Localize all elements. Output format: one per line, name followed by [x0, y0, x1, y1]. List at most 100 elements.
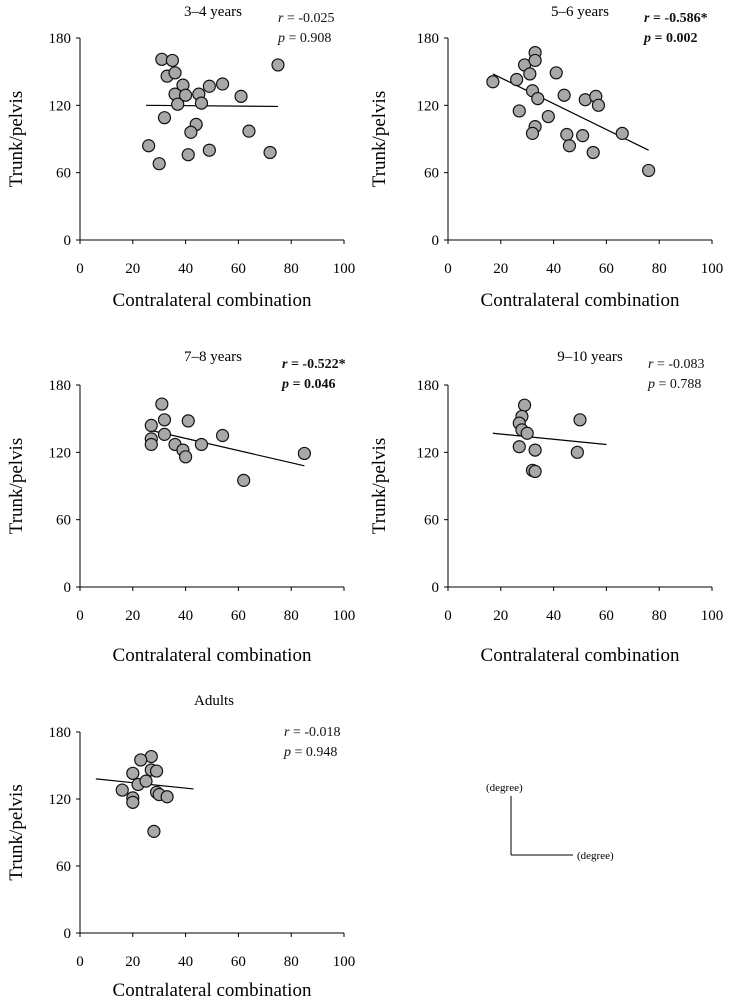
y-tick-label: 0: [432, 233, 440, 249]
data-point: [142, 139, 156, 153]
data-point: [194, 96, 209, 110]
trend-line: [492, 432, 607, 446]
p-symbol: p: [277, 31, 285, 46]
data-point: [160, 790, 174, 804]
y-tick-label: 180: [417, 378, 440, 394]
data-point: [242, 124, 256, 138]
y-tick-label: 0: [64, 926, 72, 942]
x-tick-label: 20: [125, 954, 140, 970]
data-point: [139, 774, 153, 788]
y-tick-label: 180: [49, 378, 72, 394]
data-point: [560, 127, 574, 142]
unit-legend: (degree) (degree): [486, 782, 614, 862]
data-point: [157, 413, 172, 427]
x-tick-label: 100: [701, 261, 724, 277]
p-symbol: p: [647, 377, 655, 392]
x-axis-title: Contralateral combination: [481, 290, 680, 311]
data-point: [486, 75, 500, 89]
data-point: [171, 97, 185, 111]
r-value: = -0.083: [653, 357, 704, 372]
p-value: = 0.002: [651, 31, 697, 46]
chart-title: Adults: [194, 693, 234, 709]
chart-panel: 0 60 120 180 0 20 40 60 80 100 Trunk/pelvis Contral…: [6, 349, 355, 666]
p-annotation: p = 0.788: [647, 377, 701, 392]
chart-panel: 0 60 120 180 0 20 40 60 80 100 Trunk/pelvis Contral…: [6, 4, 355, 311]
r-symbol: r: [278, 11, 284, 26]
y-tick-label: 60: [424, 513, 439, 529]
data-point: [144, 418, 158, 432]
r-annotation: r = -0.018: [284, 725, 341, 740]
data-point: [531, 91, 545, 106]
x-tick-label: 60: [599, 608, 614, 624]
data-point: [271, 58, 285, 72]
data-point: [510, 72, 524, 87]
x-tick-label: 80: [284, 954, 299, 970]
data-point: [155, 397, 169, 411]
x-tick-label: 100: [333, 608, 356, 624]
chart-title: 3–4 years: [184, 4, 242, 20]
r-annotation: r = -0.025: [278, 11, 335, 26]
x-axis-title: Contralateral combination: [113, 980, 312, 1000]
y-axis-title: Trunk/pelvis: [369, 91, 390, 187]
chart-title: 5–6 years: [551, 4, 609, 20]
p-annotation: p = 0.908: [277, 31, 331, 46]
data-point: [528, 443, 542, 457]
p-symbol: p: [281, 377, 289, 392]
x-tick-label: 40: [178, 608, 193, 624]
data-point: [194, 437, 209, 452]
data-point: [512, 440, 526, 454]
x-tick-label: 20: [125, 608, 140, 624]
x-tick-label: 20: [125, 261, 140, 277]
x-tick-label: 0: [444, 261, 452, 277]
data-point: [115, 783, 129, 797]
y-tick-label: 0: [64, 580, 72, 596]
x-tick-label: 60: [231, 608, 246, 624]
y-tick-label: 0: [64, 233, 72, 249]
x-tick-label: 0: [444, 608, 452, 624]
data-point: [126, 766, 140, 780]
x-tick-label: 80: [284, 608, 299, 624]
data-point: [512, 104, 526, 118]
p-annotation: p = 0.002: [643, 31, 697, 46]
chart-panel: 0 60 120 180 0 20 40 60 80 100 Trunk/pelvis Contral…: [369, 4, 723, 311]
y-tick-label: 120: [49, 445, 72, 461]
data-point: [181, 148, 195, 162]
r-symbol: r: [644, 11, 650, 26]
data-point: [149, 764, 164, 778]
chart-panel: 0 60 120 180 0 20 40 60 80 100 Trunk/pelvis Contral…: [369, 349, 723, 666]
r-symbol: r: [284, 725, 290, 740]
p-annotation: p = 0.948: [283, 745, 337, 760]
data-point: [549, 66, 563, 80]
chart-title: 9–10 years: [557, 349, 623, 365]
x-tick-label: 40: [546, 261, 561, 277]
data-point: [562, 139, 577, 153]
y-axis-title: Trunk/pelvis: [6, 438, 27, 534]
data-point: [215, 428, 230, 443]
p-value: = 0.948: [291, 745, 337, 760]
p-symbol: p: [643, 31, 651, 46]
x-axis-title: Contralateral combination: [113, 290, 312, 311]
data-point: [234, 89, 248, 103]
r-annotation: r = -0.586*: [644, 11, 708, 26]
data-point: [570, 445, 584, 459]
x-tick-label: 80: [652, 261, 667, 277]
data-point: [557, 88, 571, 102]
data-point: [147, 824, 161, 838]
x-tick-label: 0: [76, 261, 84, 277]
r-symbol: r: [648, 357, 654, 372]
data-point: [179, 450, 193, 464]
data-point: [168, 66, 182, 80]
y-tick-label: 180: [49, 725, 72, 741]
x-tick-label: 20: [493, 608, 508, 624]
y-tick-label: 60: [56, 166, 71, 182]
trend-line: [145, 104, 279, 108]
data-point: [586, 145, 600, 160]
y-axis-title: Trunk/pelvis: [6, 784, 27, 880]
x-tick-label: 100: [333, 954, 356, 970]
data-point: [165, 53, 179, 68]
x-tick-label: 80: [652, 608, 667, 624]
data-point: [263, 145, 277, 160]
unit-x-label: (degree): [577, 850, 614, 862]
y-tick-label: 180: [49, 31, 72, 47]
r-symbol: r: [282, 357, 288, 372]
